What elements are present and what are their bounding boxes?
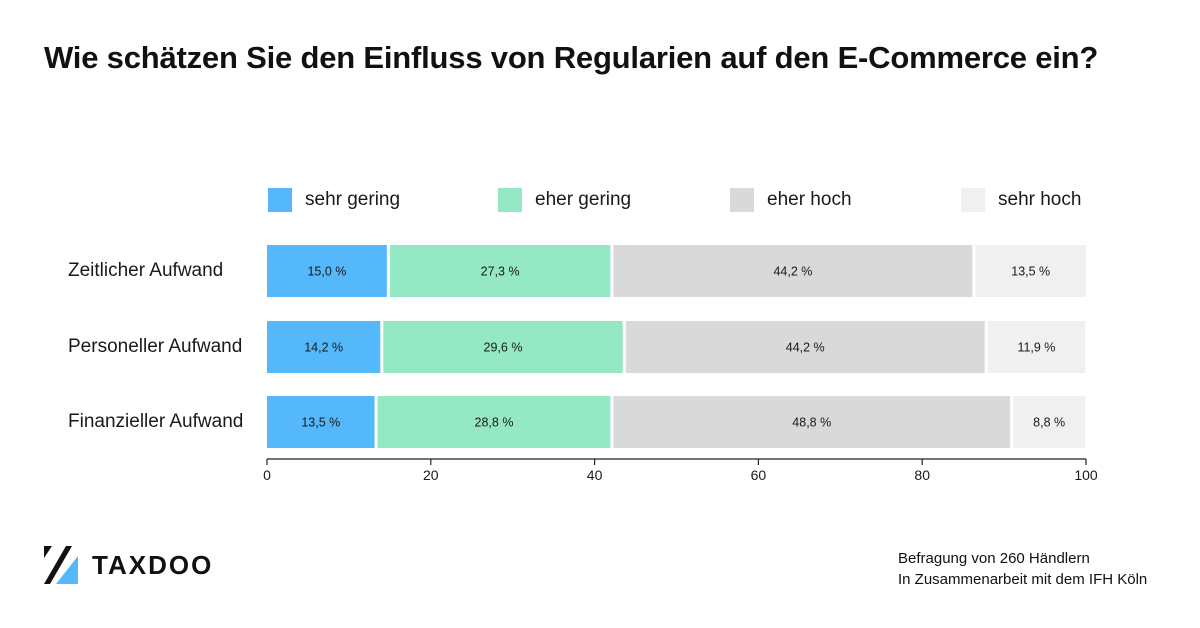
taxdoo-logo: TAXDOO [44, 546, 213, 584]
x-axis-tick-label: 100 [1074, 467, 1098, 483]
legend-swatch [498, 188, 522, 212]
bar-segment-eher-gering [383, 321, 623, 373]
bar-segment-eher-hoch [613, 396, 1011, 448]
x-axis-tick-label: 60 [751, 467, 767, 483]
bar-segment-eher-hoch [625, 321, 985, 373]
source-note-line-1: Befragung von 260 Händlern [898, 550, 1090, 567]
legend-label: sehr gering [305, 189, 401, 210]
legend-item-sehr-gering: sehr gering [268, 186, 400, 214]
data-label: 44,2 % [786, 341, 825, 355]
data-label: 14,2 % [304, 341, 343, 355]
legend-item-eher-gering: eher gering [498, 186, 631, 214]
data-label: 13,5 % [1011, 265, 1050, 279]
data-label: 48,8 % [792, 416, 831, 430]
data-label: 28,8 % [475, 416, 514, 430]
x-axis-tick-label: 40 [587, 467, 603, 483]
source-note: Befragung von 260 Händlern In Zusammenar… [898, 548, 1147, 590]
bar-segment-sehr-hoch [975, 245, 1086, 297]
bar-segment-sehr-gering [267, 245, 387, 297]
legend-label: sehr hoch [998, 189, 1082, 210]
data-label: 11,9 % [1017, 341, 1055, 355]
bar-segment-eher-hoch [613, 245, 973, 297]
data-label: 15,0 % [307, 265, 346, 279]
bar-segment-sehr-gering [267, 396, 375, 448]
x-axis-tick-label: 80 [914, 467, 930, 483]
bar-segment-sehr-gering [267, 321, 381, 373]
x-axis-tick-label: 0 [263, 467, 271, 483]
legend-item-sehr-hoch: sehr hoch [961, 186, 1081, 214]
logo-wordmark: TAXDOO [92, 549, 214, 580]
bar-segment-eher-gering [377, 396, 611, 448]
taxdoo-slash-logo-icon [44, 546, 78, 584]
x-axis-tick-label: 20 [423, 467, 439, 483]
bar-segment-sehr-hoch [1013, 396, 1086, 448]
legend-item-eher-hoch: eher hoch [730, 186, 852, 214]
legend-swatch [268, 188, 292, 212]
bar-segment-eher-gering [389, 245, 611, 297]
data-label: 13,5 % [301, 416, 340, 430]
source-note-line-2: In Zusammenarbeit mit dem IFH Köln [898, 571, 1148, 588]
data-label: 29,6 % [484, 341, 523, 355]
chart-legend: sehr gering eher gering eher hoch sehr h… [0, 186, 1200, 214]
category-label-finanzieller-aufwand: Finanzieller Aufwand [68, 411, 244, 432]
legend-label: eher hoch [767, 189, 852, 210]
data-label: 8,8 % [1033, 416, 1065, 430]
legend-label: eher gering [535, 189, 632, 210]
chart-title: Wie schätzen Sie den Einfluss von Regula… [44, 40, 1099, 75]
legend-swatch [730, 188, 754, 212]
category-label-personeller-aufwand: Personeller Aufwand [68, 336, 243, 357]
legend-swatch [961, 188, 985, 212]
data-label: 27,3 % [481, 265, 520, 279]
category-label-zeitlicher-aufwand: Zeitlicher Aufwand [68, 260, 224, 281]
bar-segment-sehr-hoch [987, 321, 1086, 373]
data-label: 44,2 % [773, 265, 812, 279]
